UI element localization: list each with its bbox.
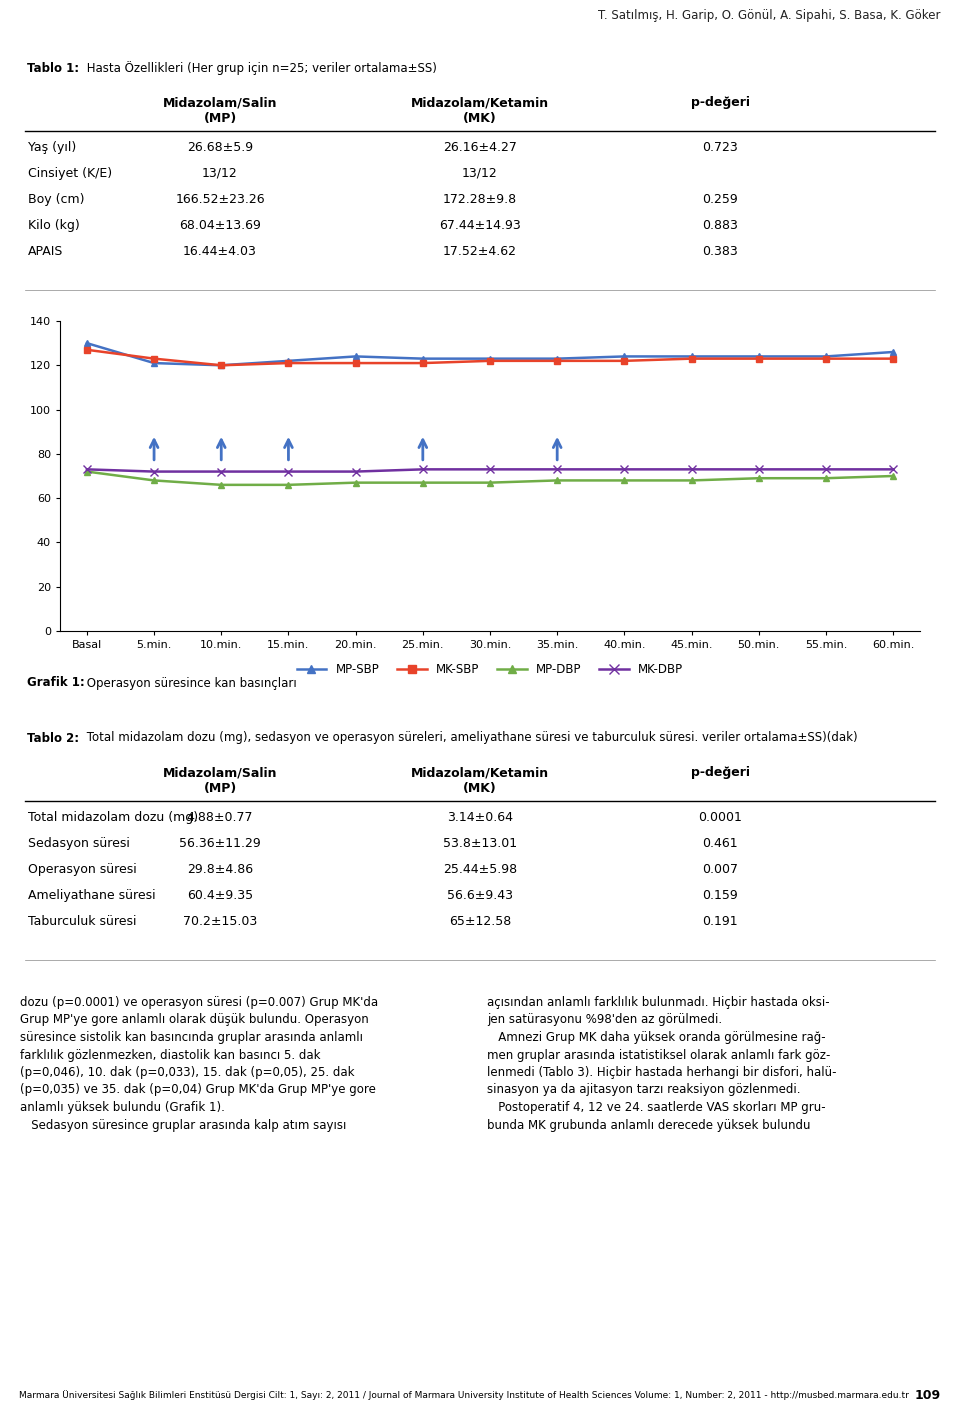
Text: 0.383: 0.383	[702, 244, 738, 259]
Text: Sedasyon süresince gruplar arasında kalp atım sayısı: Sedasyon süresince gruplar arasında kalp…	[20, 1119, 347, 1132]
Text: Sedasyon süresi: Sedasyon süresi	[28, 836, 130, 851]
Text: (MP): (MP)	[204, 781, 236, 796]
Text: Taburculuk süresi: Taburculuk süresi	[28, 916, 136, 928]
Text: sinasyon ya da ajitasyon tarzı reaksiyon gözlenmedi.: sinasyon ya da ajitasyon tarzı reaksiyon…	[487, 1084, 801, 1096]
Text: Ameliyathane süresi: Ameliyathane süresi	[28, 889, 156, 901]
Text: 53.8±13.01: 53.8±13.01	[443, 836, 517, 851]
Text: lenmedi (Tablo 3). Hiçbir hastada herhangi bir disfori, halü-: lenmedi (Tablo 3). Hiçbir hastada herhan…	[487, 1065, 836, 1080]
Text: APAIS: APAIS	[28, 244, 63, 259]
Text: 26.16±4.27: 26.16±4.27	[444, 141, 516, 154]
Text: Kilo (kg): Kilo (kg)	[28, 219, 80, 232]
Text: açısından anlamlı farklılık bulunmadı. Hiçbir hastada oksi-: açısından anlamlı farklılık bulunmadı. H…	[487, 996, 829, 1009]
Text: 67.44±14.93: 67.44±14.93	[439, 219, 521, 232]
Text: 109: 109	[915, 1389, 941, 1402]
Text: Boy (cm): Boy (cm)	[28, 194, 84, 206]
Text: 0.191: 0.191	[702, 916, 738, 928]
Text: 56.36±11.29: 56.36±11.29	[180, 836, 261, 851]
Text: 0.259: 0.259	[702, 194, 738, 206]
Text: 0.461: 0.461	[702, 836, 738, 851]
Text: Cinsiyet (K/E): Cinsiyet (K/E)	[28, 167, 112, 179]
Text: Marmara Üniversitesi Sağlık Bilimleri Enstitüsü Dergisi Cilt: 1, Sayı: 2, 2011 /: Marmara Üniversitesi Sağlık Bilimleri En…	[19, 1390, 909, 1400]
Text: Midazolam/Ketamin: Midazolam/Ketamin	[411, 766, 549, 779]
Text: (p=0,035) ve 35. dak (p=0,04) Grup MK'da Grup MP'ye gore: (p=0,035) ve 35. dak (p=0,04) Grup MK'da…	[20, 1084, 376, 1096]
Text: 0.723: 0.723	[702, 141, 738, 154]
Text: (MK): (MK)	[463, 781, 497, 796]
Text: Total midazolam dozu (mg), sedasyon ve operasyon süreleri, ameliyathane süresi v: Total midazolam dozu (mg), sedasyon ve o…	[83, 732, 857, 745]
Text: 65±12.58: 65±12.58	[449, 916, 511, 928]
Text: (p=0,046), 10. dak (p=0,033), 15. dak (p=0,05), 25. dak: (p=0,046), 10. dak (p=0,033), 15. dak (p…	[20, 1065, 354, 1080]
Text: Amnezi Grup MK daha yüksek oranda görülmesine rağ-: Amnezi Grup MK daha yüksek oranda görülm…	[487, 1031, 826, 1044]
Text: Operasyon süresi: Operasyon süresi	[28, 863, 136, 876]
Text: 0.883: 0.883	[702, 219, 738, 232]
Text: Operasyon süresince kan basınçları: Operasyon süresince kan basınçları	[83, 677, 297, 690]
Text: anlamlı yüksek bulundu (Grafik 1).: anlamlı yüksek bulundu (Grafik 1).	[20, 1101, 225, 1113]
Text: 25.44±5.98: 25.44±5.98	[443, 863, 517, 876]
Text: p-değeri: p-değeri	[690, 766, 750, 779]
Text: 16.44±4.03: 16.44±4.03	[183, 244, 257, 259]
Text: 3.14±0.64: 3.14±0.64	[447, 811, 513, 824]
Text: Tablo 1:: Tablo 1:	[27, 62, 80, 75]
Text: Midazolam/Ketamin: Midazolam/Ketamin	[411, 96, 549, 109]
Text: Midazolam/Salin: Midazolam/Salin	[163, 766, 277, 779]
Text: T. Satılmış, H. Garip, O. Gönül, A. Sipahi, S. Basa, K. Göker: T. Satılmış, H. Garip, O. Gönül, A. Sipa…	[598, 8, 941, 21]
Text: p-değeri: p-değeri	[690, 96, 750, 109]
Text: 26.68±5.9: 26.68±5.9	[187, 141, 253, 154]
Text: Postoperatif 4, 12 ve 24. saatlerde VAS skorları MP gru-: Postoperatif 4, 12 ve 24. saatlerde VAS …	[487, 1101, 826, 1113]
Text: 4.88±0.77: 4.88±0.77	[187, 811, 253, 824]
Legend: MP-SBP, MK-SBP, MP-DBP, MK-DBP: MP-SBP, MK-SBP, MP-DBP, MK-DBP	[292, 658, 688, 681]
Text: 56.6±9.43: 56.6±9.43	[447, 889, 513, 901]
Text: farklılık gözlenmezken, diastolik kan basıncı 5. dak: farklılık gözlenmezken, diastolik kan ba…	[20, 1048, 321, 1061]
Text: (MK): (MK)	[463, 112, 497, 124]
Text: süresince sistolik kan basıncında gruplar arasında anlamlı: süresince sistolik kan basıncında grupla…	[20, 1031, 363, 1044]
Text: Total midazolam dozu (mg): Total midazolam dozu (mg)	[28, 811, 198, 824]
Text: 0.007: 0.007	[702, 863, 738, 876]
Text: men gruplar arasında istatistiksel olarak anlamlı fark göz-: men gruplar arasında istatistiksel olara…	[487, 1048, 830, 1061]
Text: Grafik 1:: Grafik 1:	[27, 677, 85, 690]
Text: 13/12: 13/12	[203, 167, 238, 179]
Text: 166.52±23.26: 166.52±23.26	[175, 194, 265, 206]
Text: 29.8±4.86: 29.8±4.86	[187, 863, 253, 876]
Text: 60.4±9.35: 60.4±9.35	[187, 889, 253, 901]
Text: Grup MP'ye gore anlamlı olarak düşük bulundu. Operasyon: Grup MP'ye gore anlamlı olarak düşük bul…	[20, 1013, 369, 1026]
Text: 0.0001: 0.0001	[698, 811, 742, 824]
Text: 17.52±4.62: 17.52±4.62	[443, 244, 517, 259]
Text: 0.159: 0.159	[702, 889, 738, 901]
Text: 70.2±15.03: 70.2±15.03	[182, 916, 257, 928]
Text: 13/12: 13/12	[462, 167, 498, 179]
Text: Hasta Özellikleri (Her grup için n=25; veriler ortalama±SS): Hasta Özellikleri (Her grup için n=25; v…	[83, 61, 437, 75]
Text: bunda MK grubunda anlamlı derecede yüksek bulundu: bunda MK grubunda anlamlı derecede yükse…	[487, 1119, 810, 1132]
Text: (MP): (MP)	[204, 112, 236, 124]
Text: Midazolam/Salin: Midazolam/Salin	[163, 96, 277, 109]
Text: Yaş (yıl): Yaş (yıl)	[28, 141, 76, 154]
Text: jen satürasyonu %98'den az görülmedi.: jen satürasyonu %98'den az görülmedi.	[487, 1013, 722, 1026]
Text: 172.28±9.8: 172.28±9.8	[443, 194, 517, 206]
Text: dozu (p=0.0001) ve operasyon süresi (p=0.007) Grup MK'da: dozu (p=0.0001) ve operasyon süresi (p=0…	[20, 996, 378, 1009]
Text: 68.04±13.69: 68.04±13.69	[180, 219, 261, 232]
Text: Tablo 2:: Tablo 2:	[27, 732, 80, 745]
